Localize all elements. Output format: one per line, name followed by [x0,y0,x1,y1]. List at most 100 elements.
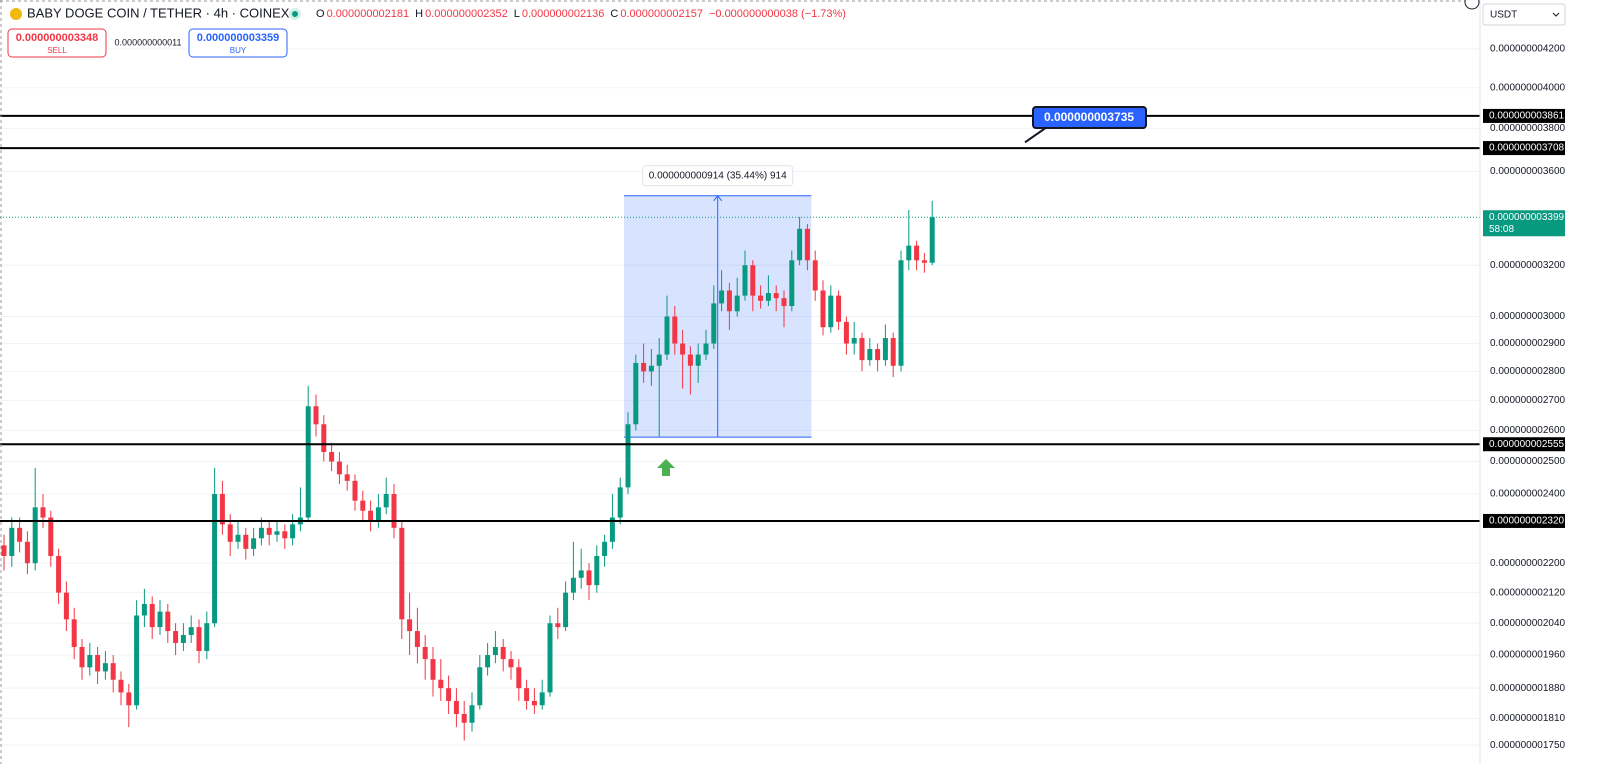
candle-body [531,700,537,706]
candle-body [134,615,140,706]
level-tag [1483,141,1565,156]
callout-box [1032,106,1147,129]
candle-body [290,524,296,539]
candle-body [274,531,280,535]
candle-body [149,603,155,628]
candle-body [656,354,662,366]
candle-body [219,493,225,525]
candle-body [711,303,717,344]
currency-select[interactable]: USDT [1464,0,1566,26]
candle-body [141,603,147,616]
candle-body [227,524,233,542]
y-tick-label: 0.000000002700 [1490,395,1566,406]
symbol-icon [10,8,22,20]
y-tick-label: 0.000000001960 [1490,650,1566,661]
candle-body [758,295,764,301]
candle-body [633,362,639,425]
candle-body [352,480,358,501]
candle-body [586,570,592,586]
measure-arrowhead [713,195,723,202]
currency-label: USDT [1490,10,1517,21]
candle-body [469,705,475,723]
candle-body [703,343,709,355]
candle-body [399,527,405,620]
candle-body [321,424,327,453]
status-dot-inner [292,11,298,17]
candle-body [851,338,857,344]
callout-label: 0.000000003735 [1044,110,1134,124]
candle-body [383,493,389,508]
candle-body [695,354,701,366]
candle-body [461,713,467,723]
change: −0.000000000038 (−1.73%) [709,8,846,20]
candle-body [430,659,436,680]
candle-body [453,700,459,714]
candle-body [24,541,30,564]
candle-body [313,406,319,425]
candle-body [726,290,732,312]
sell-price: 0.000000003348 [16,32,99,44]
currency-box[interactable] [1482,3,1566,26]
candle-body [485,655,491,668]
buy-price: 0.000000003359 [197,32,280,44]
candle-body [797,228,803,261]
candle-body [165,611,171,632]
candle-body [804,228,810,261]
callout-pointer [1024,126,1048,144]
candle-body [87,655,93,668]
candle-body [594,555,600,586]
candle-body [539,692,545,706]
y-tick-label: 0.000000002600 [1490,425,1566,436]
candle-body [773,293,779,299]
candle-body [555,623,561,628]
candle-body [188,627,194,636]
buy-label: BUY [230,46,247,55]
candle-body [843,321,849,344]
y-tick-label: 0.000000002900 [1490,338,1566,349]
candle-body [196,627,202,651]
candle-body [71,619,77,647]
candle-body [9,527,15,556]
candle-body [672,316,678,344]
candle-body [914,245,920,261]
candle-body [570,577,576,593]
ohlc-row: O 0.000000002181 H 0.000000002352 L 0.0000000… [316,8,846,20]
ohlc-value: 0.000000002136 [522,8,605,20]
level-label: 0.000000003861 [1489,111,1565,122]
candle-body [157,611,163,628]
axis-background [1480,0,1599,764]
candle-body [875,349,881,361]
settings-icon[interactable] [1464,0,1480,10]
sell-button[interactable] [7,28,107,58]
countdown: 58:08 [1489,224,1514,235]
plot: 0.000000000914 (35.44%) 914 0.00000000373… [0,48,1480,746]
candle-body [836,295,842,322]
candle-body [648,365,654,372]
candle-body [1,545,7,556]
y-tick-label: 0.000000003600 [1490,166,1566,177]
candle-body [734,295,740,312]
candle-body [789,260,795,307]
measure-label: 0.000000000914 (35.44%) 914 [649,170,787,181]
candle-body [609,517,615,542]
candle-body [422,646,428,660]
level-label: 0.000000003708 [1489,143,1565,154]
buy-button[interactable] [188,28,288,58]
y-tick-label: 0.000000003000 [1490,311,1566,322]
ohlc-key: L [514,8,520,20]
candle-body [407,619,413,632]
candle-body [828,295,834,328]
ohlc-value: 0.000000002181 [327,8,410,20]
y-tick-label: 0.000000004000 [1490,82,1566,93]
candle-body [243,534,249,549]
candle-body [48,517,54,556]
candle-body [414,631,420,647]
symbol-title: BABY DOGE COIN / TETHER · 4h · COINEX [27,5,290,20]
candle-body [929,217,935,263]
candle-body [329,452,335,462]
candle-body [126,692,132,706]
candle-body [344,474,350,481]
candle-body [867,349,873,361]
